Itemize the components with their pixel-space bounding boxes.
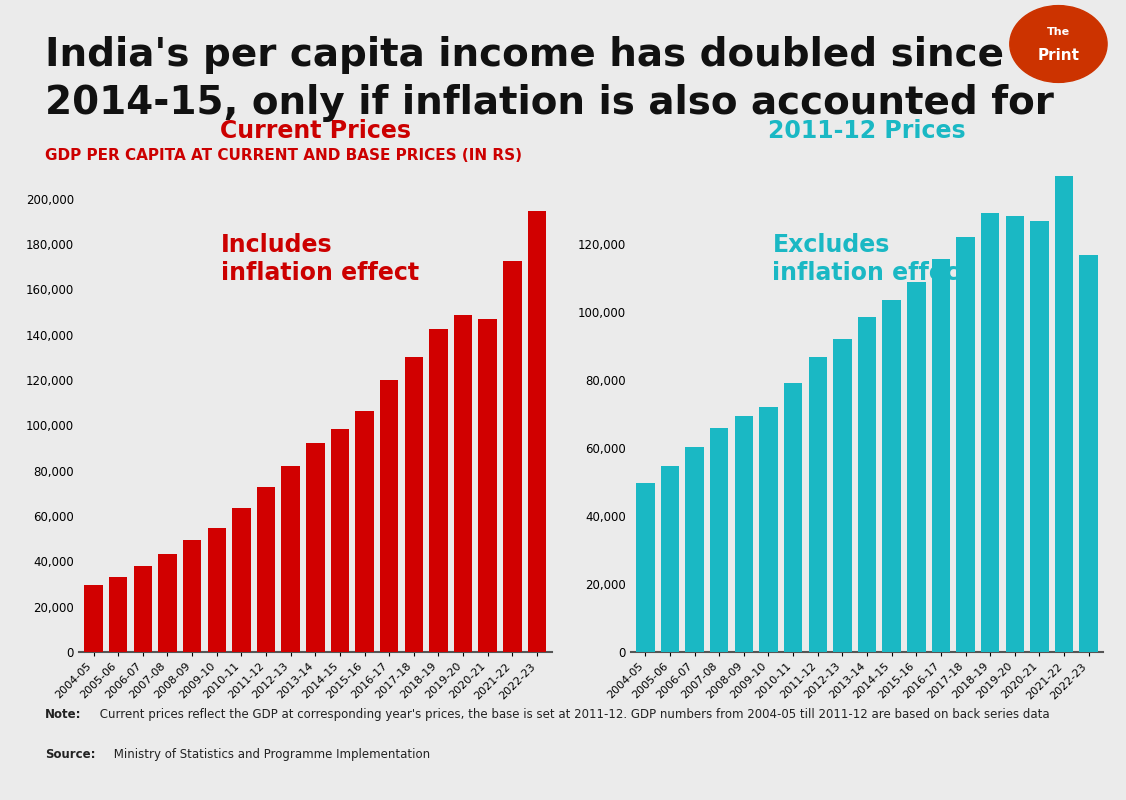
Bar [883, 300, 901, 652]
Bar [257, 487, 275, 652]
Bar [858, 318, 876, 652]
Bar [1006, 216, 1024, 652]
Text: GDP PER CAPITA AT CURRENT AND BASE PRICES (IN RS): GDP PER CAPITA AT CURRENT AND BASE PRICE… [45, 148, 522, 163]
Text: 2014-15, only if inflation is also accounted for: 2014-15, only if inflation is also accou… [45, 84, 1054, 122]
Text: Excludes
inflation effect: Excludes inflation effect [772, 233, 971, 285]
Bar [1080, 254, 1098, 652]
Bar [207, 528, 226, 652]
Bar [232, 508, 251, 652]
Circle shape [1010, 6, 1107, 82]
Bar [379, 380, 399, 652]
Bar [159, 554, 177, 652]
Bar [784, 383, 803, 652]
Bar [429, 329, 448, 652]
Bar [84, 585, 102, 652]
Text: The: The [1047, 27, 1070, 37]
Bar [981, 213, 1000, 652]
Text: Ministry of Statistics and Programme Implementation: Ministry of Statistics and Programme Imp… [110, 748, 430, 761]
Text: 2011-12 Prices: 2011-12 Prices [768, 118, 966, 142]
Bar [636, 482, 654, 652]
Bar [734, 416, 753, 652]
Text: Current Prices: Current Prices [220, 118, 411, 142]
Bar [759, 407, 778, 652]
Bar [134, 566, 152, 652]
Text: Print: Print [1037, 49, 1080, 63]
Bar [528, 210, 546, 652]
Bar [404, 357, 423, 652]
Bar [454, 314, 472, 652]
Bar [661, 466, 679, 652]
Text: Includes
inflation effect: Includes inflation effect [221, 233, 419, 285]
Bar [331, 429, 349, 652]
Bar [931, 259, 950, 652]
Text: India's per capita income has doubled since: India's per capita income has doubled si… [45, 36, 1004, 74]
Bar [109, 577, 127, 652]
Bar [356, 410, 374, 652]
Bar [956, 238, 975, 652]
Bar [908, 282, 926, 652]
Bar [711, 428, 729, 652]
Bar [182, 540, 202, 652]
Text: Current prices reflect the GDP at corresponding year's prices, the base is set a: Current prices reflect the GDP at corres… [96, 708, 1049, 721]
Text: Source:: Source: [45, 748, 96, 761]
Bar [503, 261, 521, 652]
Bar [808, 358, 826, 652]
Bar [479, 318, 497, 652]
Bar [1030, 221, 1048, 652]
Bar [833, 339, 851, 652]
Bar [686, 447, 704, 652]
Bar [306, 443, 324, 652]
Bar [1055, 146, 1073, 652]
Text: Note:: Note: [45, 708, 81, 721]
Bar [282, 466, 300, 652]
